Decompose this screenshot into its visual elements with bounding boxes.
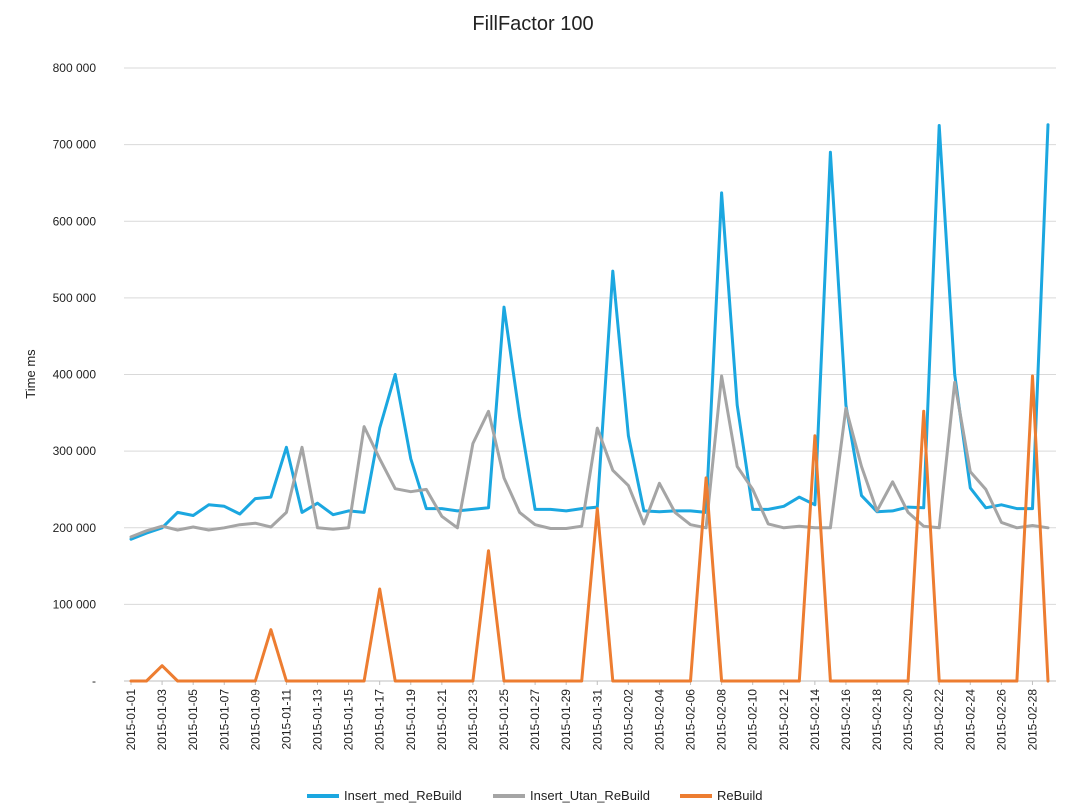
y-axis-label: Time ms (23, 349, 38, 399)
legend-label: Insert_med_ReBuild (344, 788, 462, 803)
y-axis-ticks: - 100 000 200 000 300 000 400 000 500 000 600 … (53, 61, 97, 688)
x-tick-label: 2015-01-07 (217, 689, 231, 751)
y-tick-label: 200 000 (53, 521, 97, 535)
x-tick-label: 2015-01-13 (311, 689, 325, 751)
x-tick-label: 2015-02-02 (621, 689, 635, 751)
y-tick-label: - (92, 674, 96, 688)
y-tick-label: 500 000 (53, 291, 97, 305)
y-tick-label: 300 000 (53, 444, 97, 458)
x-tick-label: 2015-01-29 (559, 689, 573, 751)
x-tick-label: 2015-02-26 (994, 689, 1008, 751)
x-tick-label: 2015-02-08 (715, 689, 729, 751)
series-line-rebuild (129, 374, 1050, 683)
x-tick-label: 2015-02-10 (746, 689, 760, 751)
y-tick-label: 400 000 (53, 368, 97, 382)
x-tick-label: 2015-01-09 (248, 689, 262, 751)
series-lines (129, 123, 1050, 683)
chart-title: FillFactor 100 (472, 13, 593, 35)
x-tick-label: 2015-02-04 (652, 689, 666, 751)
x-tick-label: 2015-02-12 (777, 689, 791, 751)
y-tick-label: 600 000 (53, 214, 97, 228)
x-tick-label: 2015-02-28 (1025, 689, 1039, 751)
x-tick-label: 2015-02-14 (808, 689, 822, 751)
x-tick-label: 2015-01-21 (435, 689, 449, 751)
x-tick-label: 2015-01-11 (279, 689, 293, 750)
y-tick-label: 700 000 (53, 138, 97, 152)
x-axis-ticks: 2015-01-01 2015-01-03 2015-01-05 2015-01-07… (124, 681, 1039, 750)
x-tick-label: 2015-01-15 (342, 689, 356, 751)
legend-label: Insert_Utan_ReBuild (530, 788, 650, 803)
series-line-insert-utan-rebuild (129, 374, 1050, 539)
x-tick-label: 2015-01-27 (528, 689, 542, 751)
x-tick-label: 2015-01-23 (466, 689, 480, 751)
y-tick-label: 800 000 (53, 61, 97, 75)
x-tick-label: 2015-01-25 (497, 689, 511, 751)
x-tick-label: 2015-02-22 (932, 689, 946, 751)
x-tick-label: 2015-01-05 (186, 689, 200, 751)
x-tick-label: 2015-02-06 (684, 689, 698, 751)
x-tick-label: 2015-01-19 (404, 689, 418, 751)
series-line-insert-med-rebuild (129, 123, 1050, 541)
x-tick-label: 2015-02-24 (963, 689, 977, 751)
x-tick-label: 2015-02-18 (870, 689, 884, 751)
legend: Insert_med_ReBuild Insert_Utan_ReBuild ReB… (307, 788, 763, 803)
x-tick-label: 2015-01-03 (155, 689, 169, 751)
x-tick-label: 2015-01-17 (373, 689, 387, 751)
x-tick-label: 2015-01-01 (124, 689, 138, 751)
x-tick-label: 2015-01-31 (590, 689, 604, 751)
legend-label: ReBuild (717, 788, 763, 803)
y-tick-label: 100 000 (53, 597, 97, 611)
x-tick-label: 2015-02-16 (839, 689, 853, 751)
x-tick-label: 2015-02-20 (901, 689, 915, 751)
gridlines (124, 67, 1056, 605)
